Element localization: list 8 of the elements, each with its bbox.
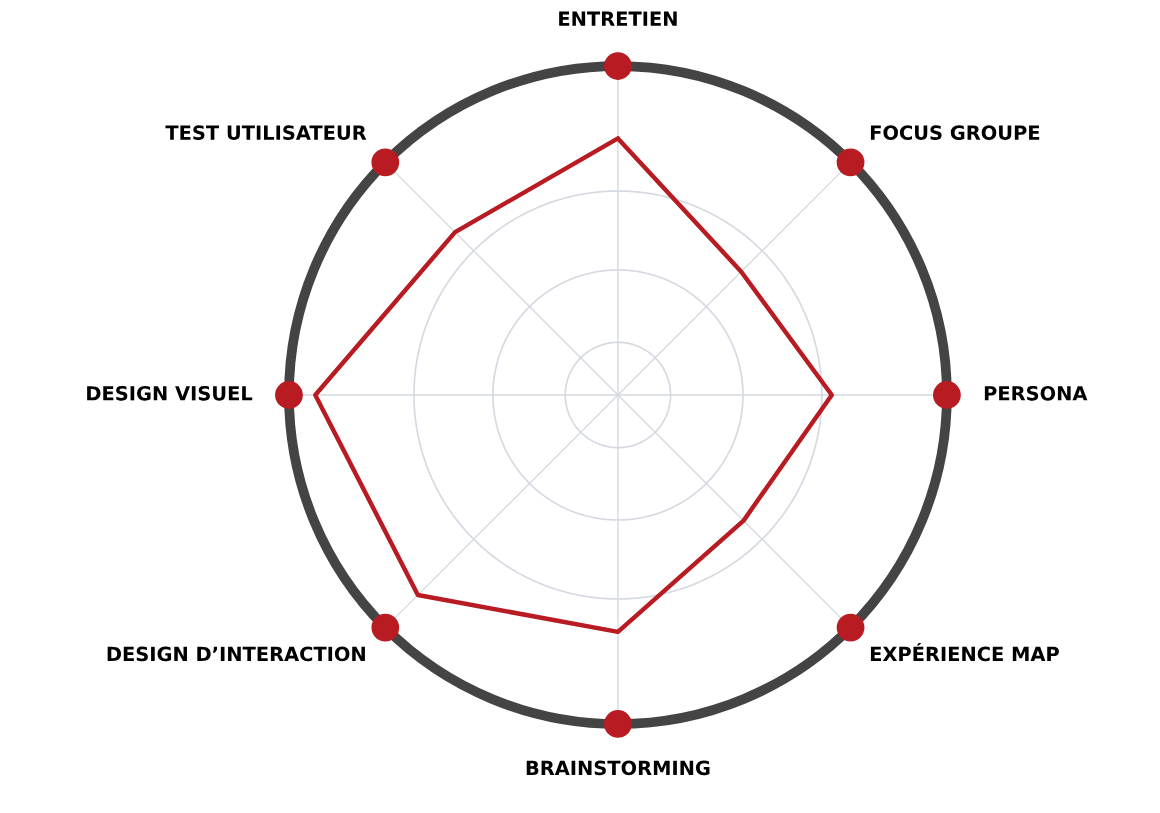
spoke-label: DESIGN VISUEL [87, 385, 253, 401]
spoke-label: PERSONA [984, 385, 1088, 401]
spoke-label: BRAINSTORMING [526, 760, 710, 776]
spoke-label: EXPÉRIENCE MAP [870, 643, 1059, 662]
spoke-label: FOCUS GROUPE [870, 125, 1040, 140]
spoke-label: ENTRETIEN [559, 11, 677, 26]
spoke-label: TEST UTILISATEUR [165, 125, 367, 140]
spoke-label: DESIGN D’INTERACTION [107, 646, 365, 662]
